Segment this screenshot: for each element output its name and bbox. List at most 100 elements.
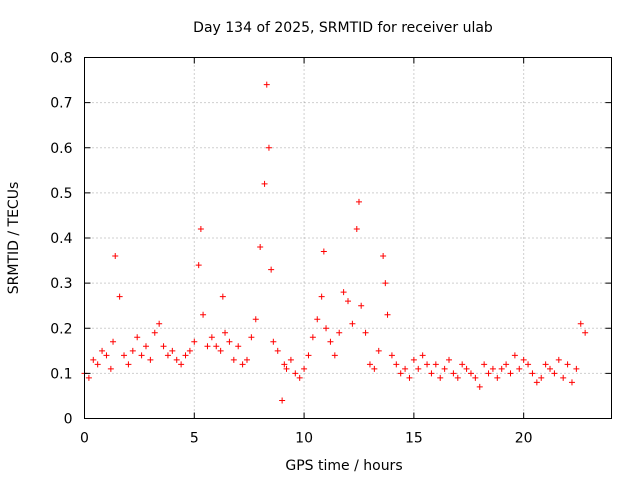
data-point (397, 370, 404, 377)
x-tick-labels: 0 5 10 15 20 (80, 431, 533, 447)
data-point (217, 347, 224, 354)
data-point (568, 379, 575, 386)
data-point (116, 293, 123, 300)
data-point (222, 329, 229, 336)
data-point (481, 361, 488, 368)
x-tick-label: 20 (515, 431, 533, 447)
data-point (577, 320, 584, 327)
data-point (279, 397, 286, 404)
data-point (156, 320, 163, 327)
data-point (355, 198, 362, 205)
data-point (197, 225, 204, 232)
data-point (292, 370, 299, 377)
data-point (235, 343, 242, 350)
data-point (287, 356, 294, 363)
x-tick-label: 0 (80, 431, 89, 447)
y-tick-label: 0.8 (50, 51, 72, 67)
data-point (349, 320, 356, 327)
chart-title: Day 134 of 2025, SRMTID for receiver ula… (193, 20, 493, 36)
data-point (121, 352, 128, 359)
data-point (323, 325, 330, 332)
x-tick-label: 5 (190, 431, 199, 447)
data-point (252, 316, 259, 323)
data-point (138, 352, 145, 359)
data-point (489, 365, 496, 372)
data-point (533, 379, 540, 386)
data-point (428, 370, 435, 377)
data-point (151, 329, 158, 336)
data-point (281, 361, 288, 368)
axis-ticks (84, 57, 612, 419)
data-point (446, 356, 453, 363)
data-point (200, 311, 207, 318)
data-point (345, 298, 351, 305)
data-point (178, 361, 185, 368)
data-point (263, 81, 270, 88)
data-point (564, 361, 571, 368)
data-point (243, 356, 250, 363)
data-point (112, 253, 119, 260)
data-point (268, 266, 275, 273)
data-point (353, 225, 360, 232)
y-tick-label: 0.2 (50, 321, 72, 337)
data-point (467, 370, 474, 377)
data-point (94, 361, 101, 368)
data-point (459, 361, 466, 368)
x-tick-label: 15 (405, 431, 423, 447)
data-point (336, 329, 343, 336)
data-point (498, 365, 505, 372)
data-point (129, 347, 136, 354)
data-point (270, 338, 277, 345)
data-point (208, 334, 215, 341)
data-point (542, 361, 549, 368)
data-point (147, 356, 154, 363)
data-point (90, 356, 97, 363)
plot-frame (84, 57, 612, 419)
data-point (476, 383, 483, 390)
y-tick-label: 0.6 (50, 141, 72, 157)
data-point (511, 352, 518, 359)
data-point (454, 374, 461, 381)
data-point (331, 352, 338, 359)
data-point (432, 361, 439, 368)
y-tick-label: 0.5 (50, 186, 72, 202)
data-point (219, 293, 226, 300)
data-point (160, 343, 167, 350)
data-point (257, 244, 264, 251)
data-point (173, 356, 180, 363)
data-point (301, 365, 308, 372)
data-point (239, 361, 246, 368)
data-point (327, 338, 334, 345)
data-point (182, 352, 189, 359)
data-point (463, 365, 470, 372)
data-point (371, 365, 378, 372)
y-axis-label: SRMTID / TECUs (6, 182, 22, 295)
data-point (248, 334, 255, 341)
data-point (402, 365, 409, 372)
data-point (375, 347, 382, 354)
data-point (125, 361, 132, 368)
data-points (81, 81, 589, 404)
data-point (485, 370, 492, 377)
data-point (507, 370, 514, 377)
grid-lines (84, 57, 612, 419)
data-point (538, 374, 545, 381)
data-point (107, 365, 114, 372)
y-tick-label: 0.1 (50, 366, 72, 382)
y-tick-label: 0.3 (50, 276, 72, 292)
data-point (366, 361, 373, 368)
data-point (362, 329, 369, 336)
data-point (560, 374, 567, 381)
data-point (261, 180, 268, 187)
data-point (186, 347, 193, 354)
x-tick-label: 10 (295, 431, 313, 447)
data-point (525, 361, 532, 368)
y-tick-label: 0 (64, 412, 73, 428)
data-point (309, 334, 316, 341)
data-point (555, 356, 562, 363)
data-point (265, 144, 272, 151)
data-point (204, 343, 211, 350)
data-point (358, 302, 365, 309)
data-point (437, 374, 444, 381)
data-point (191, 338, 198, 345)
